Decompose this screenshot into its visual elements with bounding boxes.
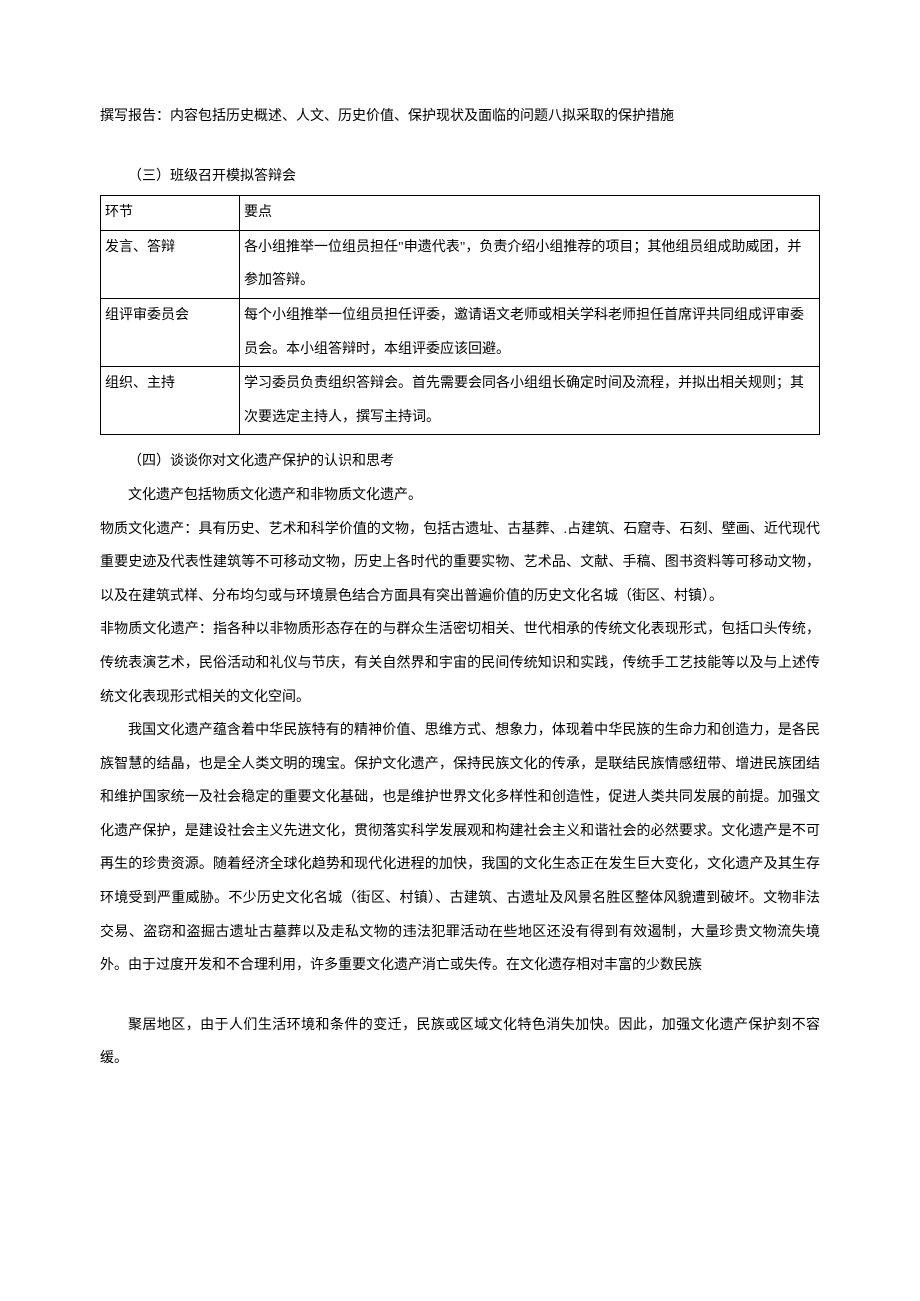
body-paragraph: 我国文化遗产蕴含着中华民族特有的精神价值、思维方式、想象力，体现着中华民族的生命… bbox=[100, 714, 820, 983]
document-page: 撰写报告：内容包括历史概述、人文、历史价值、保护现状及面临的问题八拟采取的保护措… bbox=[0, 0, 920, 1136]
table-row: 环节 要点 bbox=[101, 196, 820, 231]
spacer bbox=[100, 134, 820, 160]
section-4-title: （四）谈谈你对文化遗产保护的认识和思考 bbox=[100, 445, 820, 479]
spacer bbox=[100, 983, 820, 1009]
table-cell: 发言、答辩 bbox=[101, 230, 240, 298]
body-paragraph: 非物质文化遗产：指各种以非物质形态存在的与群众生活密切相关、世代相承的传统文化表… bbox=[100, 613, 820, 714]
intro-paragraph: 撰写报告：内容包括历史概述、人文、历史价值、保护现状及面临的问题八拟采取的保护措… bbox=[100, 100, 820, 134]
defense-meeting-table: 环节 要点 发言、答辩 各小组推举一位组员担任"申遗代表"，负责介绍小组推荐的项… bbox=[100, 195, 820, 435]
table-row: 组织、主持 学习委员负责组织答辩会。首先需要会同各小组组长确定时间及流程，并拟出… bbox=[101, 367, 820, 435]
body-paragraph: 聚居地区，由于人们生活环境和条件的变迁，民族或区域文化特色消失加快。因此，加强文… bbox=[100, 1009, 820, 1076]
table-cell: 组织、主持 bbox=[101, 367, 240, 435]
table-row: 组评审委员会 每个小组推举一位组员担任评委，邀请语文老师或相关学科老师担任首席评… bbox=[101, 298, 820, 366]
table-header-cell: 要点 bbox=[240, 196, 820, 231]
table-cell: 每个小组推举一位组员担任评委，邀请语文老师或相关学科老师担任首席评共同组成评审委… bbox=[240, 298, 820, 366]
table-cell: 学习委员负责组织答辩会。首先需要会同各小组组长确定时间及流程，并拟出相关规则；其… bbox=[240, 367, 820, 435]
section-3-title: （三）班级召开模拟答辩会 bbox=[100, 160, 820, 194]
table-row: 发言、答辩 各小组推举一位组员担任"申遗代表"，负责介绍小组推荐的项目；其他组员… bbox=[101, 230, 820, 298]
body-paragraph: 物质文化遗产：具有历史、艺术和科学价值的文物，包括古遗址、古基葬、.占建筑、石窟… bbox=[100, 513, 820, 614]
table-cell: 组评审委员会 bbox=[101, 298, 240, 366]
body-paragraph: 文化遗产包括物质文化遗产和非物质文化遗产。 bbox=[100, 479, 820, 513]
table-cell: 各小组推举一位组员担任"申遗代表"，负责介绍小组推荐的项目；其他组员组成助威团，… bbox=[240, 230, 820, 298]
table-header-cell: 环节 bbox=[101, 196, 240, 231]
